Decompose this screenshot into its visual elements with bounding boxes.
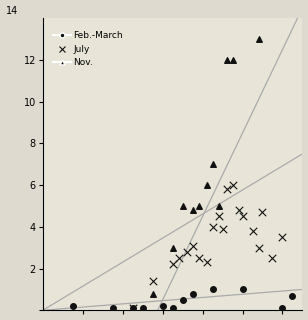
Point [204,260,209,265]
Point [170,262,175,267]
Point [280,306,285,311]
Point [260,210,265,215]
Point [180,204,185,209]
Point [170,245,175,250]
Point [196,204,201,209]
Point [140,306,145,311]
Point [256,245,261,250]
Point [130,306,135,311]
Point [196,256,201,261]
Point [130,306,135,311]
Point [210,162,215,167]
Point [270,256,275,261]
Point [220,226,225,231]
Point [190,243,195,248]
Point [210,224,215,229]
Point [250,228,255,234]
Point [150,291,155,296]
Point [240,287,245,292]
Point [236,208,241,213]
Point [280,235,285,240]
Point [160,304,165,309]
Point [180,297,185,302]
Point [210,287,215,292]
Point [70,304,75,309]
Point [230,183,235,188]
Point [240,214,245,219]
Point [176,256,181,261]
Point [256,36,261,42]
Point [216,204,221,209]
Point [110,306,115,311]
Point [204,183,209,188]
Point [150,278,155,284]
Point [230,58,235,63]
Point [184,249,189,254]
Text: 14: 14 [6,5,18,16]
Point [190,291,195,296]
Point [290,293,295,298]
Point [224,187,229,192]
Point [170,306,175,311]
Point [216,214,221,219]
Point [224,58,229,63]
Point [190,208,195,213]
Legend: Feb.-March, July, Nov.: Feb.-March, July, Nov. [50,29,126,70]
